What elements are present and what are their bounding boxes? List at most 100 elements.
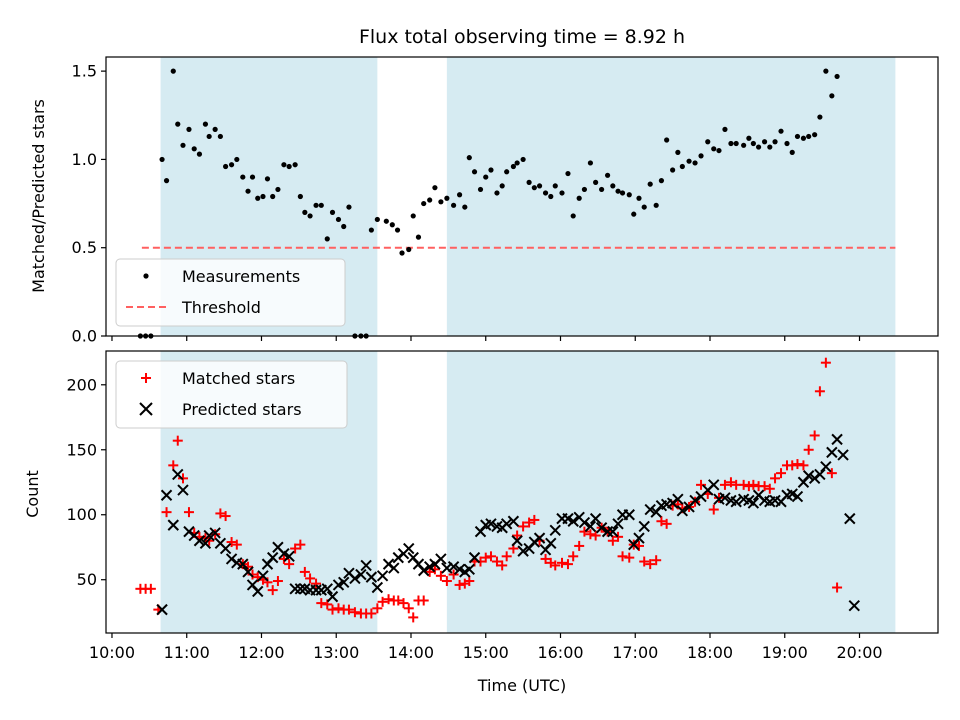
matched-stars-point: [743, 481, 754, 492]
predicted-stars-point: [567, 515, 579, 527]
matched-stars-point: [305, 573, 316, 584]
matched-stars-point: [613, 531, 624, 542]
data-point: [565, 170, 571, 177]
matched-stars-point: [215, 508, 226, 519]
data-point: [716, 147, 722, 154]
predicted-stars-point: [349, 572, 361, 585]
legend-box: [115, 360, 348, 429]
matched-stars-point: [168, 460, 179, 471]
ratio-y-axis-label: Matched/Predicted stars: [29, 99, 48, 293]
predicted-stars-point: [338, 576, 350, 589]
matched-stars-point: [792, 459, 803, 470]
matched-stars-point: [708, 504, 719, 515]
predicted-stars-point: [219, 542, 232, 555]
data-point: [552, 183, 558, 189]
axes-frame: [105, 56, 939, 337]
predicted-stars-point: [167, 519, 179, 531]
data-point: [383, 218, 389, 224]
data-point: [767, 144, 773, 150]
matched-stars-point: [398, 598, 409, 609]
predicted-stars-point: [623, 509, 635, 521]
matched-stars-point: [661, 518, 672, 529]
data-point: [514, 160, 520, 166]
predicted-stars-point: [360, 559, 372, 572]
predicted-stars-point: [203, 529, 215, 542]
data-point: [275, 186, 281, 193]
data-point: [270, 193, 276, 200]
legend-entry: Threshold: [126, 298, 261, 317]
matched-stars-point: [719, 479, 730, 490]
predicted-stars-point: [814, 468, 826, 481]
matched-stars-point: [372, 603, 383, 614]
data-point: [750, 140, 756, 147]
data-point: [653, 202, 659, 208]
predicted-stars-point: [578, 516, 591, 529]
predicted-stars-point: [371, 581, 384, 594]
data-point: [427, 197, 433, 203]
data-point: [249, 174, 256, 180]
predicted-stars-point: [435, 553, 447, 565]
predicted-stars-point: [730, 496, 742, 508]
matched-stars-point: [290, 543, 301, 554]
data-point: [800, 135, 807, 141]
matched-stars-point: [590, 530, 601, 541]
data-point: [722, 126, 728, 132]
data-point: [206, 133, 212, 140]
data-point: [286, 163, 292, 170]
matched-stars-point: [284, 559, 295, 570]
predicted-stars-point: [612, 518, 624, 530]
matched-stars-point: [529, 514, 540, 525]
predicted-stars-point: [533, 532, 546, 544]
x-tick-label: 14:00: [388, 643, 434, 662]
x-tick-label: 17:00: [612, 643, 658, 662]
data-point: [536, 183, 543, 189]
matched-stars-point: [574, 540, 585, 551]
data-point: [531, 185, 537, 191]
predicted-stars-point: [549, 524, 561, 537]
matched-stars-point: [480, 552, 491, 563]
matched-stars-point: [343, 604, 354, 615]
y-tick-label: 150: [66, 440, 97, 459]
data-point: [255, 195, 261, 201]
matched-stars-point: [798, 460, 809, 471]
x-tick-label: 10:00: [89, 643, 135, 662]
matched-stars-point: [814, 386, 825, 397]
data-point: [483, 174, 489, 180]
predicted-stars-point: [388, 562, 400, 574]
data-point: [510, 163, 517, 170]
data-point: [761, 139, 768, 145]
matched-stars-point: [607, 535, 618, 546]
matched-stars-point: [562, 559, 573, 570]
matched-stars-point: [809, 430, 820, 441]
data-point: [520, 156, 526, 163]
data-point: [526, 179, 532, 185]
predicted-stars-point: [209, 527, 221, 539]
matched-stars-point: [725, 477, 736, 488]
predicted-stars-point: [500, 518, 513, 530]
data-point: [421, 200, 427, 207]
predicted-stars-point: [199, 537, 212, 550]
predicted-stars-point: [468, 551, 481, 564]
data-point: [570, 213, 576, 219]
data-point: [415, 234, 422, 240]
data-point: [462, 204, 468, 210]
legend-entry: Predicted stars: [139, 400, 302, 419]
data-point: [604, 172, 611, 178]
data-point: [778, 128, 784, 134]
data-point: [542, 190, 549, 196]
predicted-stars-point: [601, 525, 614, 538]
predicted-stars-point: [584, 520, 597, 533]
predicted-stars-point: [242, 566, 254, 578]
data-point: [834, 73, 840, 80]
predicted-stars-point: [802, 470, 815, 482]
data-point: [789, 149, 795, 155]
matched-stars-point: [403, 603, 414, 614]
data-point: [477, 186, 484, 193]
data-point: [260, 193, 266, 200]
matched-stars-point: [311, 578, 322, 589]
matched-stars-point: [770, 473, 781, 484]
data-point: [499, 183, 505, 189]
data-point: [658, 178, 665, 184]
observing-window: [446, 57, 896, 336]
predicted-stars-point: [257, 570, 269, 582]
